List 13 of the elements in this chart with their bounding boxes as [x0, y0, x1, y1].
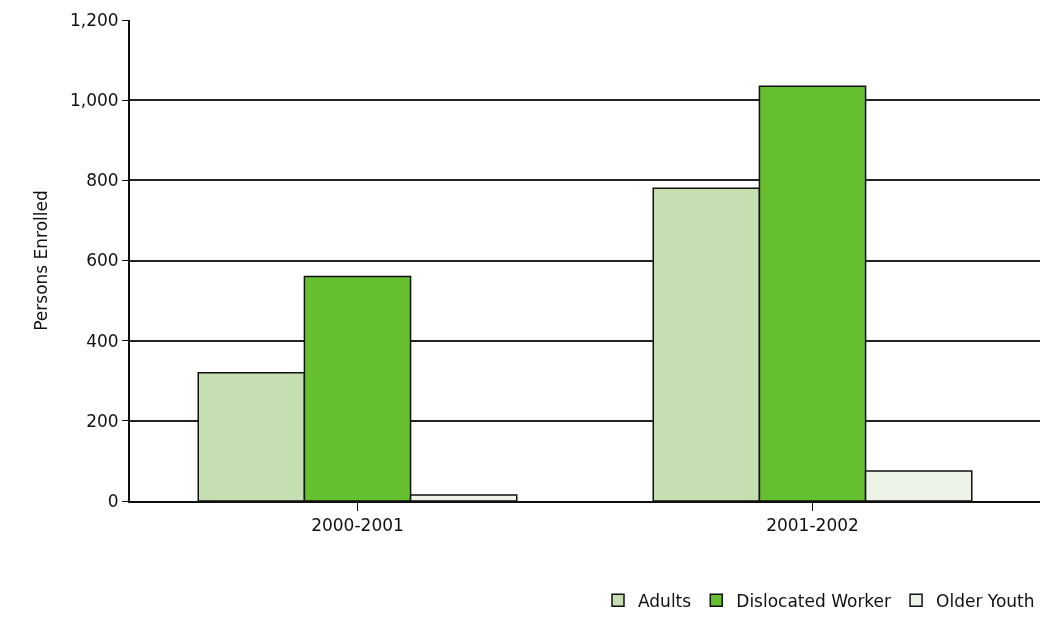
y-tick-label: 600	[86, 250, 119, 271]
legend-label: Adults	[638, 590, 692, 611]
y-tick-label: 1,000	[69, 90, 119, 111]
legend-label: Older Youth	[936, 590, 1035, 611]
y-tick-label: 400	[86, 330, 119, 351]
y-axis-title: Persons Enrolled	[30, 190, 51, 331]
x-tick-label: 2000-2001	[311, 515, 404, 536]
y-tick-label: 1,200	[69, 9, 119, 30]
y-tick-label: 800	[86, 170, 119, 191]
legend-label: Dislocated Worker	[736, 590, 892, 611]
x-tick-label: 2001-2002	[766, 515, 859, 536]
y-tick-label: 0	[107, 490, 119, 511]
y-tick-label: 200	[86, 410, 119, 431]
